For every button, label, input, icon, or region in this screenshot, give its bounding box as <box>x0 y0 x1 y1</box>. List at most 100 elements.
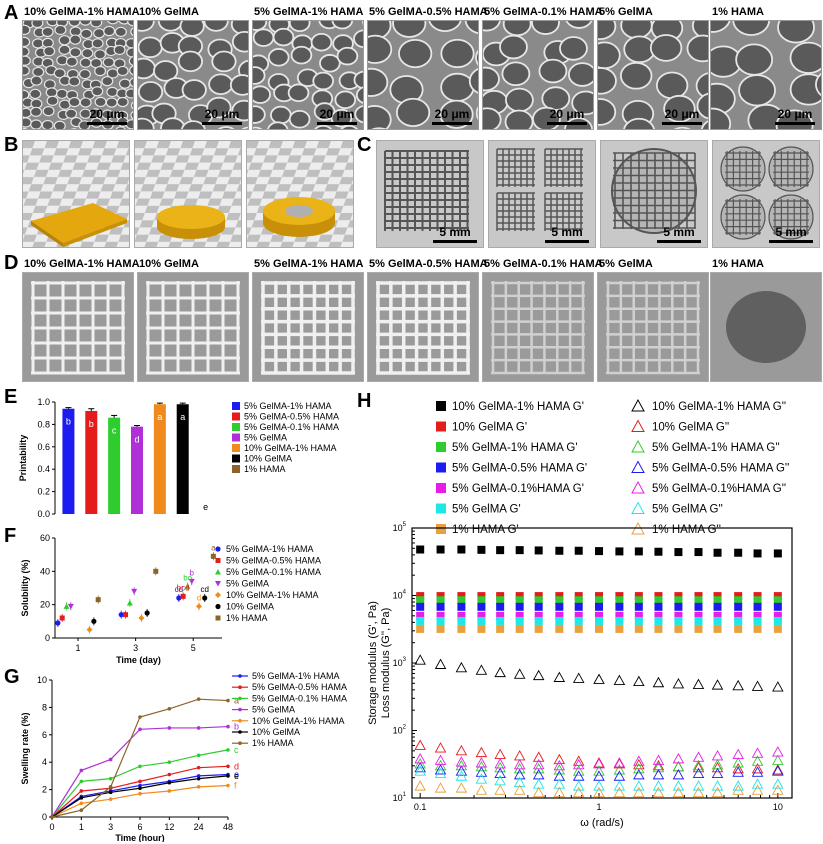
data-point <box>457 592 466 601</box>
sem-pore <box>663 94 696 123</box>
series-line <box>51 749 229 818</box>
construct-scale-bar: 5 mm <box>769 225 813 243</box>
data-point <box>574 611 583 620</box>
data-point <box>753 616 762 625</box>
sem-pore <box>559 36 588 61</box>
sem-pore <box>331 21 354 30</box>
legend-label: 5% GelMA-0.1%HAMA G'' <box>652 483 786 495</box>
legend-swatch <box>436 462 446 473</box>
sem-pore <box>116 65 129 77</box>
legend-label: 1% HAMA G'' <box>652 524 721 536</box>
sem-pore <box>81 48 94 59</box>
scale-bar-line <box>202 122 242 125</box>
data-point <box>633 786 645 798</box>
y-tick-label: 0.2 <box>37 487 50 497</box>
y-tick-label: 0.6 <box>37 442 50 452</box>
x-axis-label: ω (rad/s) <box>580 817 623 829</box>
y-tick-exponent: 2 <box>403 725 407 731</box>
sem-pore <box>711 21 731 33</box>
data-point <box>196 753 201 758</box>
significance-letter: cd <box>200 585 208 594</box>
legend-swatch <box>232 454 240 463</box>
data-point <box>652 761 665 773</box>
sem-pore <box>116 96 129 108</box>
sem-scale-label: 20 μm <box>89 107 125 121</box>
sem-pore <box>94 96 107 108</box>
data-point <box>555 546 564 555</box>
panel-label-d: D <box>4 252 19 274</box>
disc-outline <box>768 146 814 192</box>
data-point <box>167 706 172 711</box>
data-point <box>532 669 545 681</box>
legend-label: 5% GelMA <box>226 579 269 589</box>
y-tick-label: 104 <box>393 590 407 601</box>
sem-pore <box>206 96 232 119</box>
grid-image-title: 5% GelMA-1% HAMA <box>254 258 364 270</box>
data-point <box>572 786 585 798</box>
legend-marker <box>238 696 242 701</box>
legend-swatch <box>232 402 240 410</box>
legend-label: 5% GelMA G' <box>452 504 521 516</box>
significance-letter: a <box>180 412 185 422</box>
data-point <box>416 624 425 633</box>
sem-pore <box>58 44 71 56</box>
sem-pore <box>353 70 363 90</box>
data-point <box>184 583 191 589</box>
data-point <box>751 680 764 691</box>
disc-outline <box>720 194 766 240</box>
legend-label: 10% GelMA-1% HAMA G'' <box>652 401 786 413</box>
bar <box>62 408 75 514</box>
data-point <box>195 603 202 610</box>
sem-pore <box>623 117 655 129</box>
legend-label: 5% GelMA-1% HAMA <box>244 401 332 411</box>
data-point <box>475 664 488 675</box>
data-point <box>434 782 447 793</box>
data-point <box>475 784 488 795</box>
sem-pore <box>32 66 45 78</box>
scale-bar-line <box>547 122 587 125</box>
sem-pore <box>56 55 69 66</box>
sem-pore <box>80 28 93 39</box>
sem-pore <box>253 66 266 85</box>
data-point <box>773 611 782 620</box>
sem-pore <box>598 67 617 95</box>
significance-letter: bcd <box>177 583 190 592</box>
sem-pore <box>620 61 653 90</box>
data-point <box>734 548 743 557</box>
sem-pore <box>468 68 478 94</box>
sem-scale-label: 20 μm <box>664 107 700 121</box>
data-point <box>532 762 545 774</box>
data-point <box>515 624 524 633</box>
sem-pore <box>691 21 708 40</box>
data-point <box>79 796 84 800</box>
printed-grid-photo <box>710 272 822 382</box>
sem-pore <box>371 127 388 129</box>
sem-pore <box>65 56 78 67</box>
legend-label: 10% GelMA-1% HAMA <box>244 443 337 453</box>
printed-construct-photo: 5 mm <box>376 140 484 248</box>
data-point <box>734 624 743 633</box>
data-point <box>123 612 129 618</box>
y-tick-label: 0.8 <box>37 419 50 429</box>
y-tick-label: 1.0 <box>37 397 50 407</box>
printed-construct-grid <box>384 150 469 231</box>
sem-pore <box>23 117 32 128</box>
data-point <box>654 592 663 601</box>
data-point <box>672 752 685 764</box>
sem-pore <box>102 57 115 68</box>
data-point <box>595 596 604 605</box>
data-point <box>674 596 683 605</box>
sem-pore <box>310 32 333 52</box>
data-point <box>79 808 84 812</box>
printed-grid-drawing <box>376 281 470 375</box>
sem-pore <box>29 88 42 100</box>
data-point <box>67 603 74 610</box>
data-point <box>532 786 545 798</box>
sem-pore <box>114 26 127 38</box>
legend-swatch <box>232 444 240 452</box>
y-tick-label: 8 <box>42 702 47 712</box>
data-point <box>773 624 782 633</box>
panel-label-f: F <box>4 525 17 547</box>
y-axis-label-2: Loss modulus (G'', Pa) <box>380 608 392 719</box>
data-point <box>475 757 488 768</box>
